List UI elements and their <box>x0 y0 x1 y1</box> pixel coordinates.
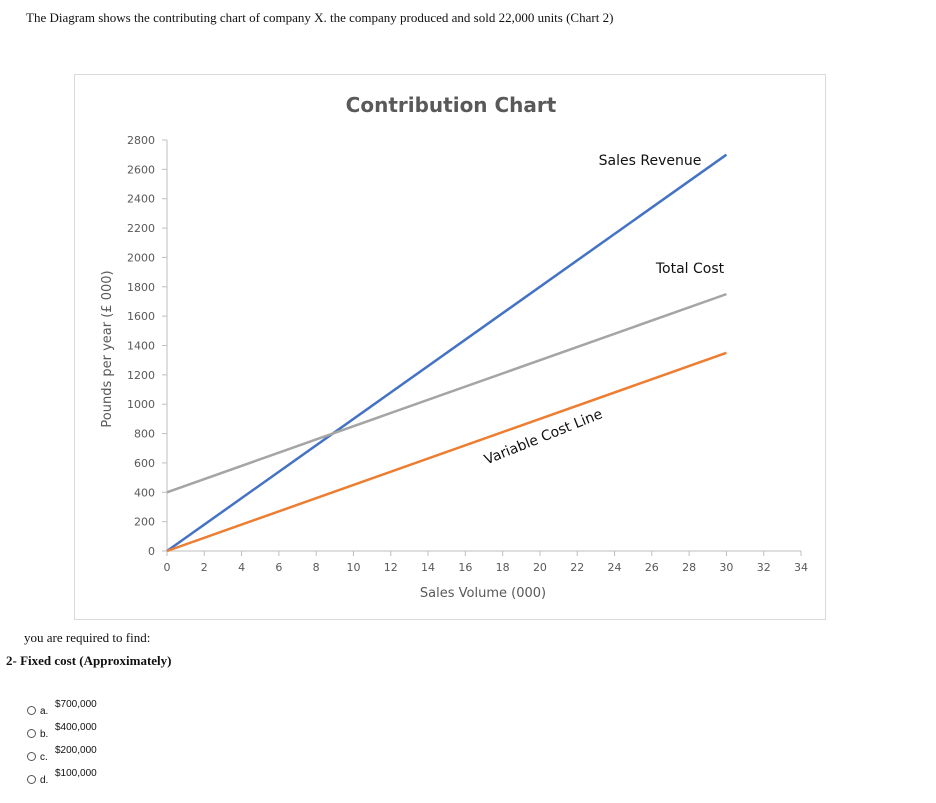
x-tick-label: 10 <box>346 561 360 574</box>
y-tick-label: 1400 <box>127 340 155 353</box>
y-tick-label: 2200 <box>127 222 155 235</box>
x-tick-label: 12 <box>384 561 398 574</box>
radio-d[interactable] <box>27 775 36 784</box>
required-text: you are required to find: <box>24 630 151 645</box>
chart-svg: Contribution Chart Sales Volume (000) Po… <box>100 93 808 601</box>
radio-c[interactable] <box>27 752 36 761</box>
option-b[interactable]: b. $400,000 <box>27 721 167 744</box>
option-d-value: $100,000 <box>55 768 97 779</box>
x-tick-label: 24 <box>608 561 622 574</box>
y-tick-label: 800 <box>134 428 155 441</box>
option-a-letter: a. <box>40 706 49 717</box>
question-prompt: 2- Fixed cost (Approximately) <box>6 653 172 668</box>
series-layer: Sales Revenue Total Cost Variable Cost Lin… <box>166 153 728 553</box>
radio-b[interactable] <box>27 729 36 738</box>
x-tick-label: 32 <box>757 561 771 574</box>
option-b-value: $400,000 <box>55 722 97 733</box>
x-tick-label: 22 <box>570 561 584 574</box>
y-tick-label: 600 <box>134 457 155 470</box>
y-tick-label: 2600 <box>127 163 155 176</box>
contribution-chart: Contribution Chart Sales Volume (000) Po… <box>74 74 826 620</box>
x-tick-label: 16 <box>458 561 472 574</box>
sales-revenue-line <box>166 153 728 553</box>
x-tick-label: 4 <box>238 561 245 574</box>
x-tick-label: 26 <box>645 561 659 574</box>
x-tick-label: 6 <box>275 561 282 574</box>
y-tick-label: 2400 <box>127 193 155 206</box>
axes: 0 2 4 6 8 10 12 14 16 18 20 22 24 26 28 30 32 34020040060… <box>127 134 808 574</box>
x-tick-label: 14 <box>421 561 435 574</box>
y-axis-label: Pounds per year (£ 000) <box>100 270 115 427</box>
y-tick-label: 1200 <box>127 369 155 382</box>
y-tick-label: 400 <box>134 486 155 499</box>
option-c-value: $200,000 <box>55 745 97 756</box>
x-tick-label: 8 <box>313 561 320 574</box>
variable-cost-label: Variable Cost Line <box>482 406 605 468</box>
total-cost-line <box>166 292 727 494</box>
x-tick-label: 2 <box>201 561 208 574</box>
answer-options: a. $700,000 b. $400,000 c. $200,000 d. $… <box>27 698 167 790</box>
total-cost-label: Total Cost <box>655 261 725 277</box>
radio-a[interactable] <box>27 706 36 715</box>
x-tick-label: 20 <box>533 561 547 574</box>
sales-revenue-label: Sales Revenue <box>599 153 702 169</box>
x-axis-label: Sales Volume (000) <box>420 586 546 601</box>
chart-title: Contribution Chart <box>346 93 557 117</box>
option-c-letter: c. <box>40 752 48 763</box>
option-a[interactable]: a. $700,000 <box>27 698 167 721</box>
x-tick-label: 18 <box>496 561 510 574</box>
option-d-letter: d. <box>40 775 49 786</box>
option-a-value: $700,000 <box>55 699 97 710</box>
x-tick-label: 0 <box>164 561 171 574</box>
question-intro: The Diagram shows the contributing chart… <box>26 10 614 25</box>
x-tick-label: 28 <box>682 561 696 574</box>
y-tick-label: 200 <box>134 516 155 529</box>
x-tick-label: 34 <box>794 561 808 574</box>
option-c[interactable]: c. $200,000 <box>27 744 167 767</box>
option-b-letter: b. <box>40 729 49 740</box>
y-tick-label: 2000 <box>127 251 155 264</box>
option-d[interactable]: d. $100,000 <box>27 767 167 790</box>
y-tick-label: 1000 <box>127 398 155 411</box>
y-tick-label: 1600 <box>127 310 155 323</box>
x-tick-label: 30 <box>719 561 733 574</box>
y-tick-label: 2800 <box>127 134 155 147</box>
y-tick-label: 1800 <box>127 281 155 294</box>
variable-cost-line <box>166 351 727 553</box>
y-tick-label: 0 <box>148 545 155 558</box>
